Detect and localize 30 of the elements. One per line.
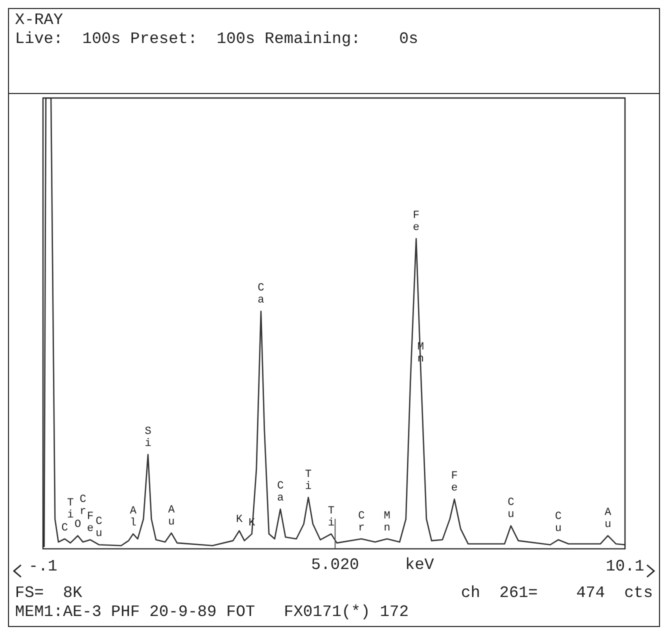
annotation: Mn [384,510,390,534]
chart-subtitle: Live: 100s Preset: 100s Remaining: 0s [15,30,420,49]
annotation: C [61,522,68,534]
annotation: Ca [258,282,265,307]
annotation: Fe [451,470,458,495]
annotation: Cu [554,511,562,536]
annotation: Ti [305,468,312,493]
annotation: Si [144,426,152,450]
annotation: Au [604,507,612,532]
ref-line-label: 5.020 [311,556,360,574]
x-tick-label: 10.1 [606,558,644,576]
annotation: K [236,514,243,526]
text: FS= 8K [15,584,84,603]
annotation: Fe [412,210,420,234]
annotation: Ti [328,505,335,530]
annotation: Cr [80,494,87,518]
annotation: Au [168,504,176,528]
annotation: Al [130,505,137,530]
annotation: Cr [358,510,366,534]
x-tick-label: -.1 [28,558,58,576]
annotation: Cu [96,516,103,540]
annotation: O [74,519,82,532]
annotation: Cu [508,497,515,522]
text: MEM1:AE-3 PHF 20-9-89 FOT FX0171(*) 172 [15,603,410,622]
annotation: Ca [277,480,284,505]
annotation: Ti [67,497,74,522]
chart-title: X-RAY [15,11,64,30]
annotation: Fe [87,511,94,536]
x-axis-title: keV [405,556,434,574]
text: ch 261= 474 cts [460,584,653,603]
